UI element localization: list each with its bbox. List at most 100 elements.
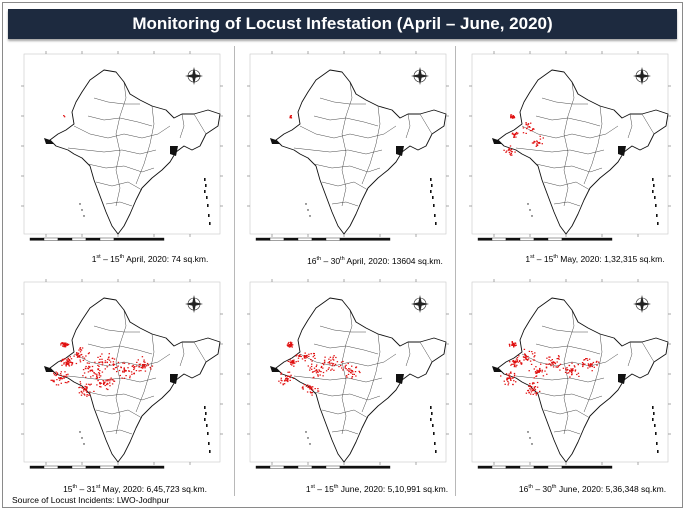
infestation-point bbox=[511, 117, 514, 119]
state-boundary bbox=[341, 309, 353, 435]
infestation-point bbox=[348, 370, 350, 372]
coast-feature bbox=[618, 146, 626, 156]
infestation-point bbox=[133, 368, 135, 371]
infestation-point bbox=[539, 135, 541, 137]
infestation-point bbox=[103, 382, 105, 384]
infestation-point bbox=[532, 393, 534, 395]
infestation-point bbox=[514, 362, 516, 364]
north-arrow-needle bbox=[411, 302, 429, 306]
infestation-point bbox=[66, 343, 68, 345]
scale-bar-segment bbox=[283, 237, 299, 241]
state-boundary bbox=[115, 309, 127, 435]
island bbox=[83, 215, 85, 217]
island bbox=[209, 222, 211, 225]
infestation-point bbox=[292, 363, 294, 365]
infestation-point bbox=[57, 384, 60, 386]
infestation-point bbox=[533, 140, 535, 142]
infestation-point bbox=[552, 361, 554, 363]
infestation-point bbox=[596, 360, 598, 362]
scale-bar-segment bbox=[99, 237, 115, 241]
infestation-point bbox=[348, 368, 350, 370]
infestation-point bbox=[328, 367, 330, 369]
infestation-point bbox=[82, 369, 85, 371]
infestation-point bbox=[516, 357, 519, 359]
infestation-point bbox=[56, 379, 58, 381]
infestation-point bbox=[510, 115, 512, 118]
infestation-point bbox=[589, 364, 592, 366]
infestation-point bbox=[88, 362, 90, 364]
infestation-point bbox=[587, 363, 590, 365]
infestation-layer bbox=[503, 114, 544, 156]
infestation-point bbox=[290, 360, 293, 362]
infestation-point bbox=[142, 364, 144, 366]
infestation-point bbox=[98, 374, 100, 376]
infestation-point bbox=[123, 371, 125, 373]
infestation-point bbox=[60, 382, 62, 384]
island bbox=[657, 222, 659, 225]
infestation-point bbox=[116, 366, 118, 369]
infestation-point bbox=[515, 133, 517, 135]
island bbox=[529, 209, 531, 211]
infestation-point bbox=[89, 384, 91, 386]
island bbox=[305, 203, 307, 205]
infestation-point bbox=[55, 371, 57, 373]
infestation-point bbox=[530, 389, 532, 391]
infestation-point bbox=[297, 360, 299, 362]
infestation-point bbox=[513, 133, 516, 136]
infestation-point bbox=[132, 364, 134, 367]
infestation-point bbox=[329, 356, 332, 358]
coast-feature bbox=[396, 146, 404, 156]
infestation-point bbox=[138, 370, 140, 372]
infestation-point bbox=[101, 353, 103, 355]
infestation-point bbox=[70, 361, 72, 364]
infestation-point bbox=[75, 362, 78, 365]
island bbox=[656, 214, 658, 217]
infestation-point bbox=[512, 115, 514, 117]
india-map bbox=[469, 279, 671, 469]
infestation-point bbox=[516, 360, 518, 362]
map-body bbox=[247, 51, 449, 241]
infestation-point bbox=[78, 387, 80, 389]
infestation-point bbox=[60, 374, 62, 376]
infestation-point bbox=[90, 383, 92, 385]
infestation-point bbox=[327, 368, 329, 370]
infestation-point bbox=[95, 377, 97, 379]
infestation-point bbox=[511, 132, 514, 134]
island bbox=[655, 432, 657, 435]
infestation-point bbox=[355, 367, 357, 369]
infestation-point bbox=[527, 126, 529, 128]
infestation-point bbox=[516, 359, 519, 361]
infestation-point bbox=[290, 116, 292, 119]
infestation-point bbox=[55, 384, 58, 386]
infestation-point bbox=[338, 366, 340, 368]
infestation-point bbox=[94, 361, 96, 363]
infestation-point bbox=[112, 368, 115, 370]
coast-feature bbox=[396, 374, 404, 384]
infestation-point bbox=[93, 372, 95, 374]
coast-feature bbox=[270, 138, 280, 144]
infestation-point bbox=[104, 368, 106, 370]
scale-bar-segment bbox=[519, 465, 535, 469]
infestation-point bbox=[348, 371, 350, 373]
infestation-layer bbox=[278, 341, 361, 396]
infestation-point bbox=[530, 363, 533, 365]
infestation-point bbox=[138, 366, 140, 368]
infestation-point bbox=[530, 386, 533, 388]
infestation-point bbox=[577, 364, 579, 366]
infestation-point bbox=[56, 372, 59, 374]
infestation-point bbox=[359, 371, 361, 374]
island bbox=[205, 412, 207, 415]
infestation-point bbox=[86, 387, 88, 389]
infestation-point bbox=[518, 355, 520, 357]
infestation-point bbox=[324, 356, 326, 358]
infestation-point bbox=[60, 344, 62, 346]
infestation-point bbox=[104, 360, 107, 362]
infestation-point bbox=[128, 370, 130, 372]
infestation-point bbox=[53, 374, 56, 376]
infestation-point bbox=[81, 386, 84, 388]
state-boundary bbox=[405, 341, 411, 367]
india-map bbox=[247, 51, 449, 241]
scale-bar bbox=[255, 465, 391, 469]
infestation-point bbox=[576, 373, 578, 376]
infestation-point bbox=[113, 380, 115, 382]
